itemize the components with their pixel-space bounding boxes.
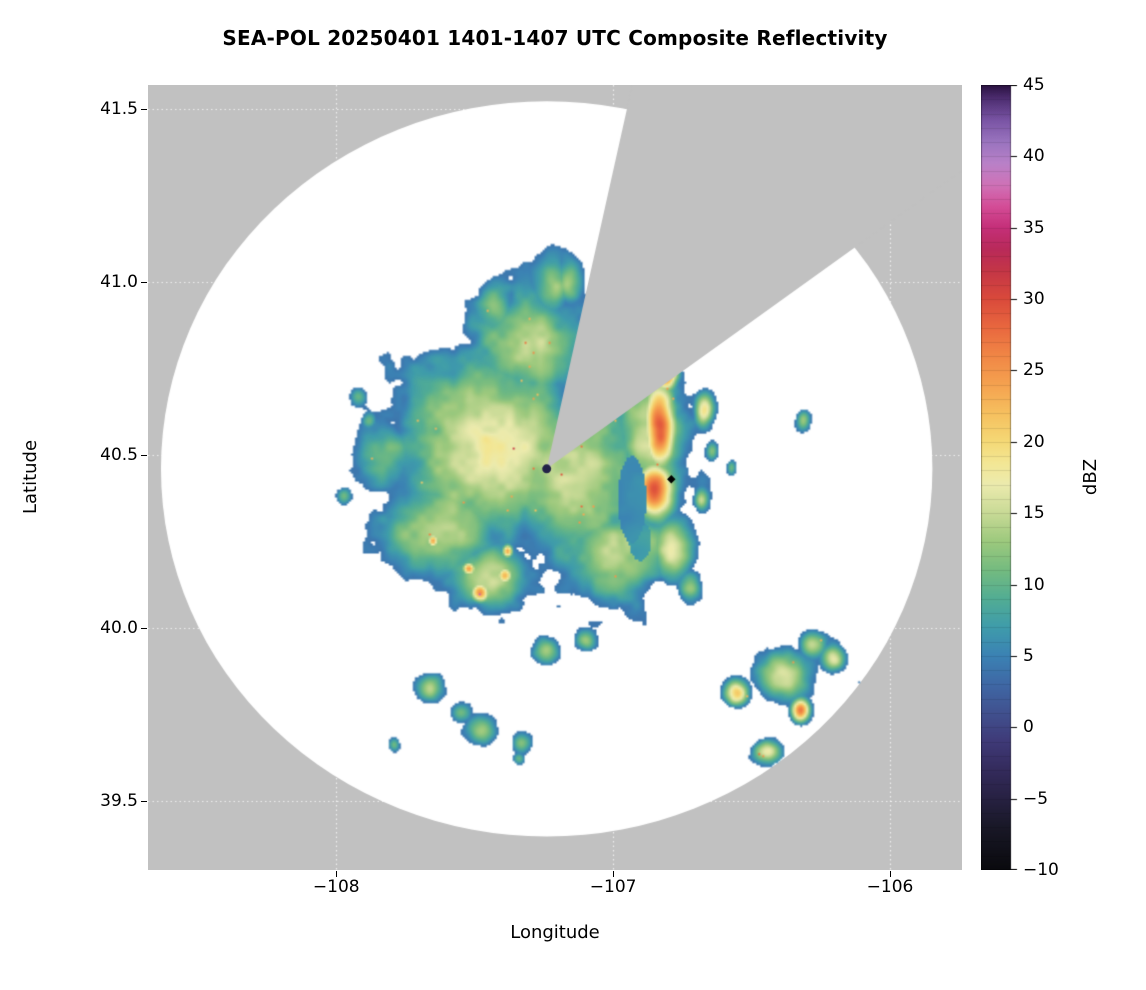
y-axis-label: Latitude (20, 439, 41, 515)
x-axis-label: Longitude (510, 922, 600, 943)
colorbar-tick-label: 5 (1023, 645, 1034, 666)
colorbar-tick-label: 10 (1023, 574, 1045, 595)
y-tick-label: 41.0 (100, 272, 138, 293)
colorbar-label: dBZ (1080, 458, 1101, 496)
chart-title: SEA-POL 20250401 1401-1407 UTC Composite… (222, 26, 888, 50)
y-tick-mark (141, 109, 147, 110)
colorbar-tick-label: 35 (1023, 217, 1045, 238)
y-tick-mark (141, 801, 147, 802)
colorbar-tick-label: 40 (1023, 146, 1045, 167)
y-tick-label: 40.5 (100, 445, 138, 466)
colorbar (981, 85, 1021, 870)
y-tick-mark (141, 282, 147, 283)
colorbar-tick-label: 30 (1023, 289, 1045, 310)
x-tick-label: −107 (589, 877, 637, 897)
colorbar-tick-label: −10 (1023, 860, 1059, 880)
y-tick-label: 39.5 (100, 790, 138, 811)
colorbar-tick-label: 15 (1023, 503, 1045, 524)
colorbar-tick-label: 0 (1023, 717, 1034, 738)
x-tick-label: −108 (312, 877, 360, 897)
y-tick-label: 40.0 (100, 617, 138, 638)
colorbar-tick-label: 25 (1023, 360, 1045, 381)
colorbar-tick-label: −5 (1023, 788, 1049, 809)
radar-map-canvas (148, 85, 962, 870)
x-tick-mark (336, 871, 337, 877)
y-tick-mark (141, 628, 147, 629)
x-tick-mark (890, 871, 891, 877)
colorbar-tick-label: 20 (1023, 431, 1045, 452)
y-tick-mark (141, 455, 147, 456)
x-tick-label: −106 (866, 877, 914, 897)
x-tick-mark (613, 871, 614, 877)
y-tick-label: 41.5 (100, 99, 138, 120)
colorbar-tick-label: 45 (1023, 75, 1045, 95)
